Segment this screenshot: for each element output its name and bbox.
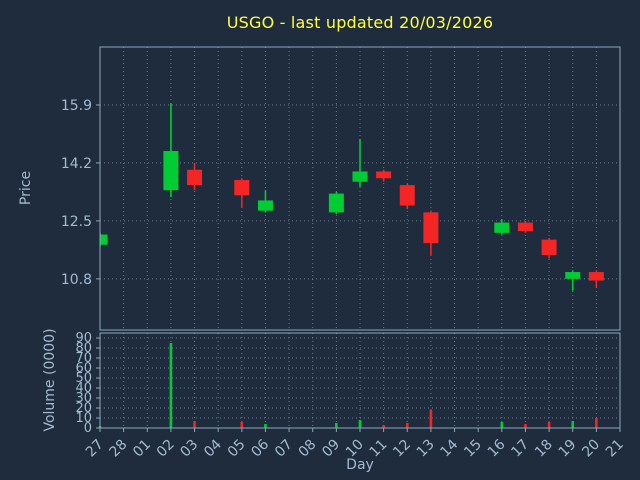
price-axis-label: Price <box>18 170 34 206</box>
candle-body <box>588 272 604 281</box>
candles-group <box>99 103 604 291</box>
candle-body <box>541 239 557 255</box>
price-tick-label: 10.8 <box>61 272 92 288</box>
volume-tick-label: 20 <box>75 401 92 416</box>
volume-tick-label: 0 <box>84 421 92 436</box>
candle-body <box>234 179 250 196</box>
candle-body <box>328 193 344 213</box>
volume-tick-label: 40 <box>75 381 92 396</box>
volume-bar <box>500 422 504 428</box>
volume-bar <box>358 420 362 428</box>
volume-tick-label: 90 <box>75 331 92 346</box>
price-tick-label: 15.9 <box>61 98 92 114</box>
volume-axis-label: Volume (0000) <box>42 328 58 432</box>
volume-tick-label: 50 <box>75 371 92 386</box>
volume-bar <box>335 423 338 428</box>
candle-body <box>376 171 392 179</box>
price-tick-label: 12.5 <box>61 214 92 230</box>
price-panel-border <box>99 46 621 331</box>
volume-bar <box>193 421 196 428</box>
volume-bar <box>571 421 575 428</box>
volume-bar <box>382 425 385 428</box>
volume-tick-label: 30 <box>75 391 92 406</box>
candle-body <box>257 200 273 211</box>
volume-bar <box>595 418 598 428</box>
volume-bar <box>429 410 433 428</box>
candle-body <box>517 222 533 232</box>
volume-bar <box>240 422 244 428</box>
volume-bar <box>264 424 267 428</box>
candle-body <box>99 234 108 245</box>
chart-title: USGO - last updated 20/03/2026 <box>226 13 494 32</box>
volume-tick-label: 10 <box>75 411 92 426</box>
candle-body <box>494 222 510 233</box>
candle-body <box>565 272 581 279</box>
volume-bar <box>524 424 527 428</box>
price-tick-label: 14.2 <box>61 156 92 172</box>
volume-tick-label: 60 <box>75 361 92 376</box>
volume-tick-label: 70 <box>75 351 92 366</box>
volume-bars-group <box>98 343 598 428</box>
candle-body <box>163 150 179 191</box>
volume-bar <box>169 343 173 428</box>
volume-tick-label: 80 <box>75 341 92 356</box>
volume-bar <box>547 422 551 428</box>
candle-body <box>423 212 439 244</box>
candle-body <box>352 171 368 182</box>
candle-body <box>399 185 415 206</box>
candle-body <box>187 169 203 186</box>
volume-bar <box>405 423 409 428</box>
x-axis-label: Day <box>346 457 374 473</box>
